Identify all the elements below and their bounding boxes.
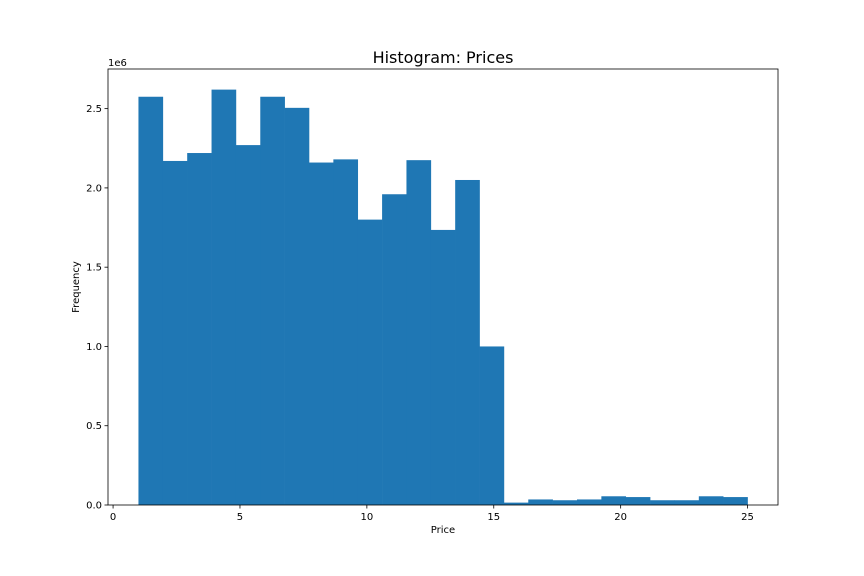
y-axis-ticks: 0.0 0.5 1.0 1.5 2.0 2.5 <box>86 104 108 512</box>
y-tick-label: 0.0 <box>86 501 102 512</box>
histogram-bar <box>552 500 578 505</box>
y-tick-label: 1.0 <box>86 342 102 353</box>
histogram-bar <box>382 194 407 505</box>
x-tick-label: 25 <box>741 512 754 523</box>
histogram-bar <box>235 145 261 506</box>
histogram-bar <box>601 496 627 505</box>
histogram-bar <box>138 96 164 505</box>
x-tick-label: 20 <box>614 512 627 523</box>
histogram-bar <box>211 89 237 506</box>
y-tick-label: 2.0 <box>86 183 102 194</box>
chart-title: Histogram: Prices <box>373 48 514 67</box>
plot-frame <box>107 68 779 506</box>
histogram-bar <box>430 229 456 505</box>
x-tick-label: 5 <box>237 512 243 523</box>
histogram-bar <box>698 496 724 505</box>
y-tick-label: 1.5 <box>86 263 102 274</box>
y-axis-label: Frequency <box>71 261 82 313</box>
y-tick-label: 0.5 <box>86 421 102 432</box>
histogram-bar <box>284 107 310 506</box>
x-tick-label: 15 <box>487 512 500 523</box>
x-axis-label: Price <box>431 525 455 536</box>
y-axis-offset-label: 1e6 <box>108 58 127 69</box>
histogram-bar <box>528 499 553 505</box>
x-tick-label: 10 <box>360 512 373 523</box>
histogram-bar <box>309 162 334 506</box>
histogram-bar <box>723 497 748 505</box>
y-tick-label: 2.5 <box>86 104 102 115</box>
histogram-bar <box>650 500 675 505</box>
histogram-bar <box>260 96 285 505</box>
histogram-bar <box>479 346 505 505</box>
histogram-bar <box>503 502 529 505</box>
histogram-bar <box>455 179 480 505</box>
histogram-bar <box>357 219 383 506</box>
histogram-bars <box>138 89 748 506</box>
x-axis-ticks: 0 5 10 15 20 25 <box>110 505 754 523</box>
x-tick-label: 0 <box>110 512 116 523</box>
histogram-bar <box>625 497 651 505</box>
histogram-bar <box>577 499 602 505</box>
histogram-bar <box>162 160 188 505</box>
histogram-bar <box>333 159 359 505</box>
histogram-bar <box>187 153 212 505</box>
histogram-bar <box>406 160 432 505</box>
histogram-bar <box>674 500 700 505</box>
